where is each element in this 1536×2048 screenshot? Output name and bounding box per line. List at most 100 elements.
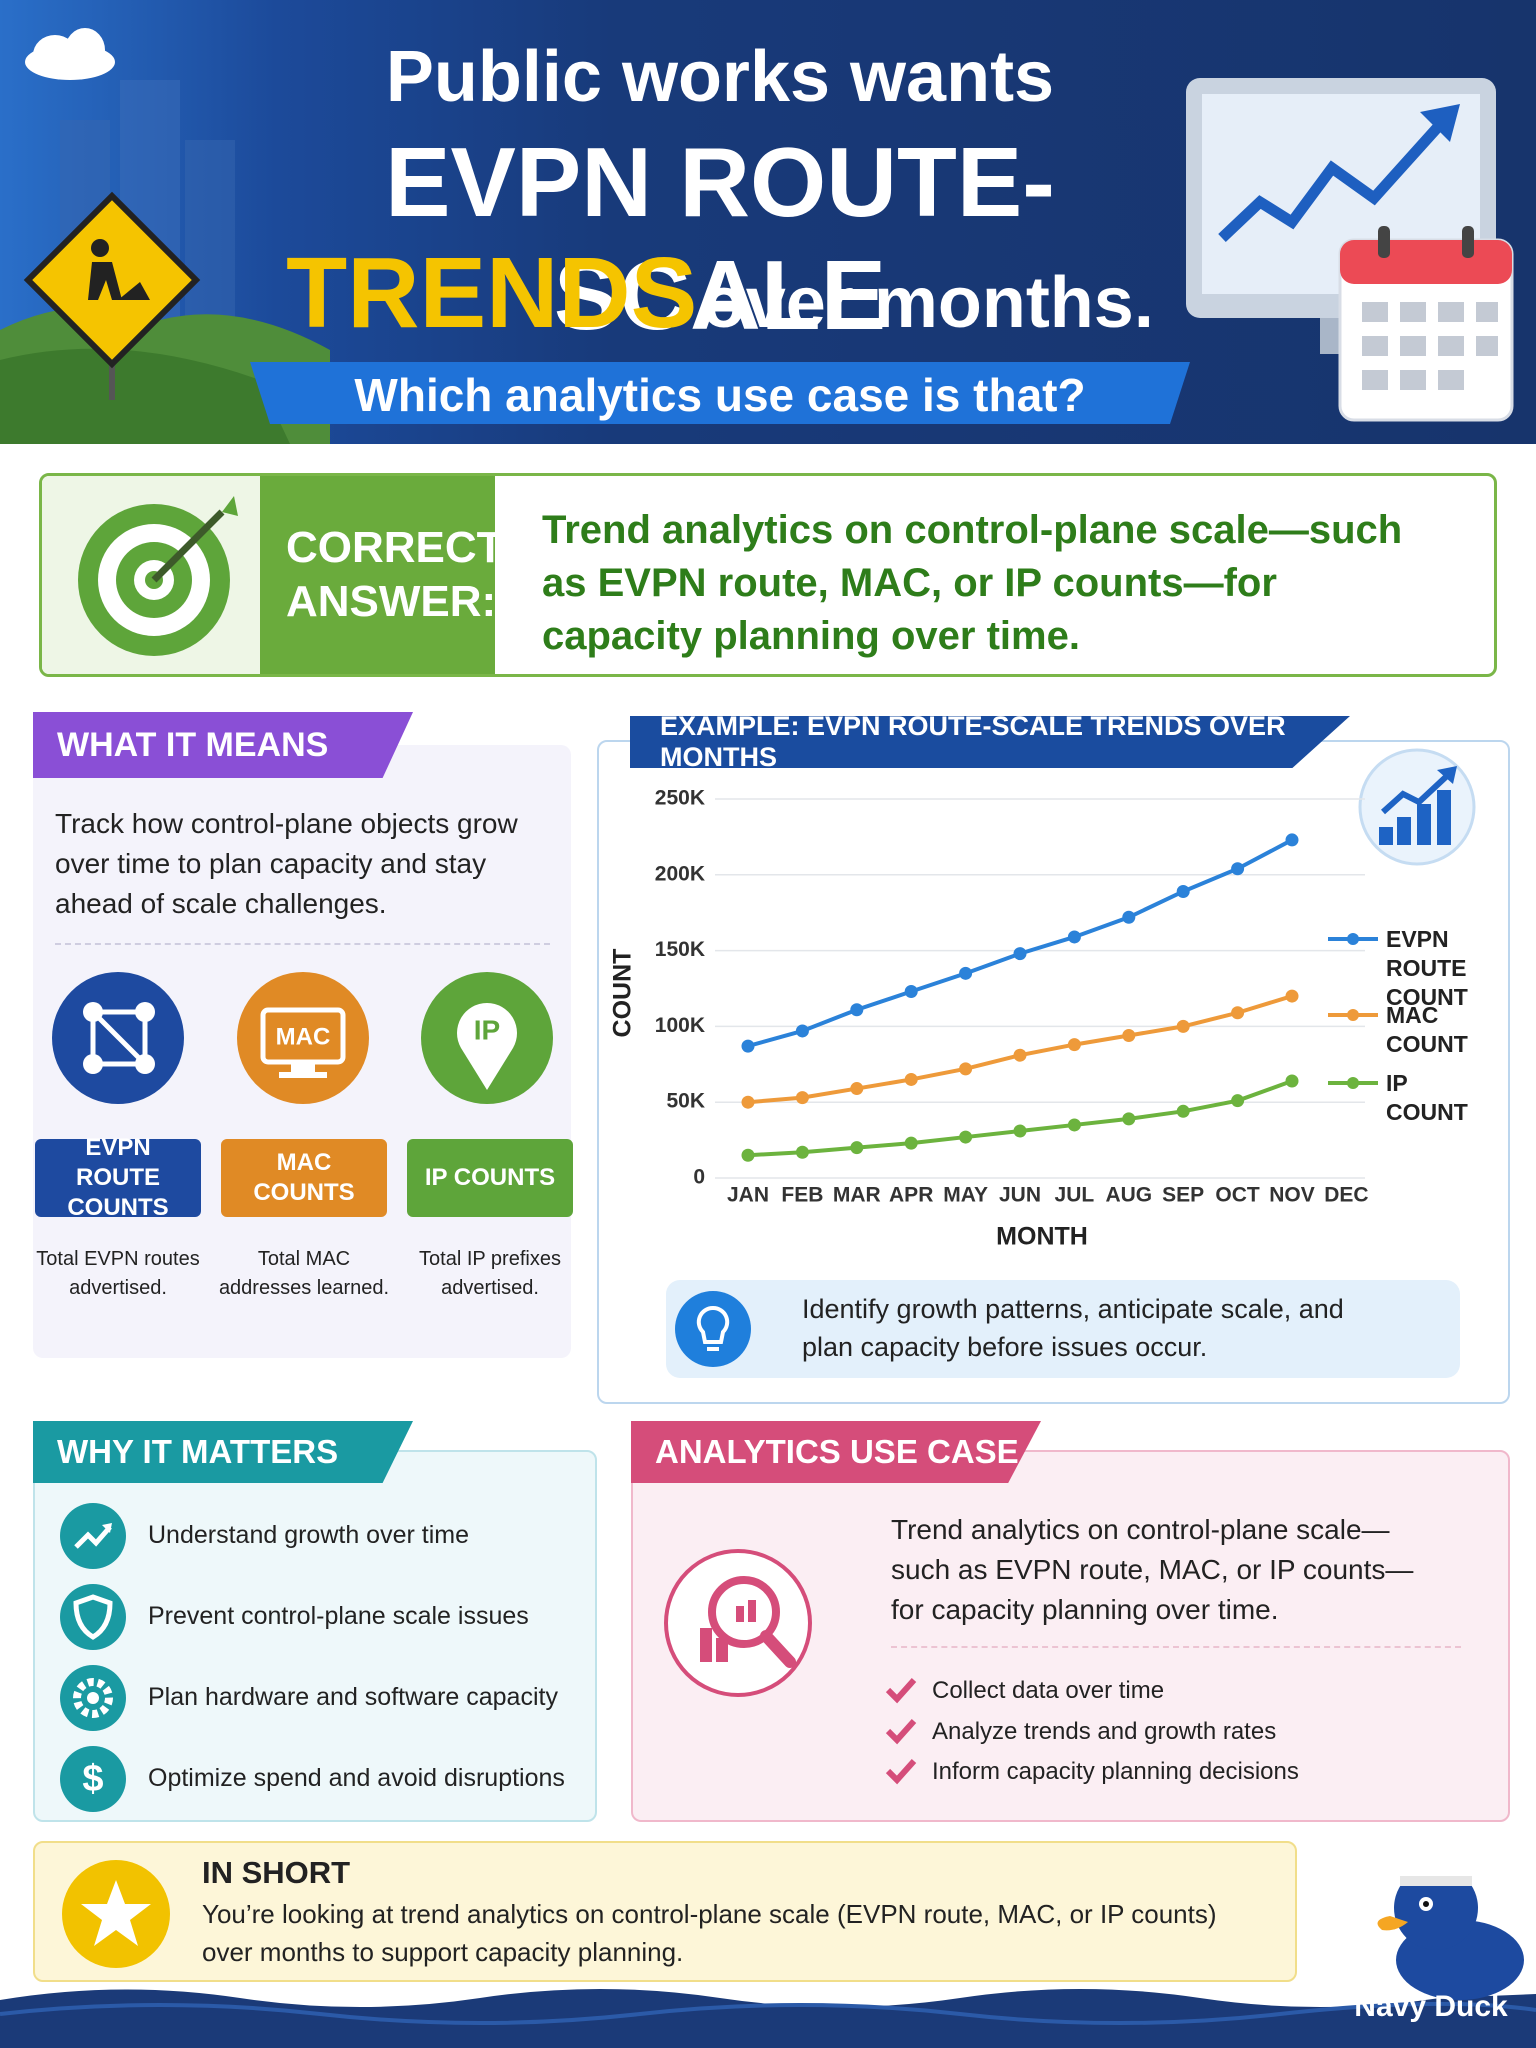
answer-label: CORRECT ANSWER: — [260, 476, 504, 674]
x-tick-label: FEB — [781, 1184, 823, 1207]
divider — [55, 943, 550, 945]
y-axis-label: COUNT — [609, 949, 637, 1038]
why-item: Plan hardware and software capacity — [148, 1683, 558, 1711]
legend-swatch — [1328, 1077, 1378, 1089]
legend-label: MAC COUNT — [1386, 1002, 1468, 1057]
data-point — [1013, 1124, 1027, 1138]
y-tick-label: 100K — [655, 1014, 705, 1037]
why-title: WHY IT MATTERS — [33, 1421, 413, 1483]
data-point — [1122, 910, 1136, 924]
meaning-icons: MAC IP — [52, 972, 553, 1104]
data-point — [1285, 989, 1299, 1003]
target-icon — [78, 496, 238, 656]
data-point — [850, 1082, 864, 1096]
why-item: Prevent control-plane scale issues — [148, 1602, 529, 1630]
legend-swatch — [1328, 1009, 1378, 1021]
legend-marker — [1347, 1077, 1359, 1089]
data-point — [959, 1062, 973, 1076]
in-short-title: IN SHORT — [202, 1855, 351, 1890]
x-tick-label: DEC — [1324, 1184, 1368, 1207]
data-point — [795, 1024, 809, 1038]
why-item: Understand growth over time — [148, 1521, 469, 1549]
x-tick-label: NOV — [1269, 1184, 1315, 1207]
data-point — [741, 1095, 755, 1109]
check-item: Collect data over time — [932, 1677, 1165, 1704]
data-point — [1013, 947, 1027, 961]
chart: COUNT MONTH 0 50K 100K 150K 200K 250K JAN FEB MA… — [609, 748, 1476, 1378]
item-label: MAC COUNTS — [221, 1139, 387, 1217]
divider — [891, 1646, 1461, 1648]
item-label: EVPN ROUTE COUNTS — [35, 1134, 201, 1221]
item-desc: Total IP prefixes advertised. — [419, 1248, 561, 1299]
data-point — [1285, 1074, 1299, 1088]
x-tick-label: JAN — [727, 1184, 769, 1207]
y-tick-label: 50K — [666, 1090, 705, 1113]
icon-text: MAC — [276, 1023, 331, 1050]
data-point — [1013, 1048, 1027, 1062]
why-icons: $ — [60, 1503, 126, 1812]
legend-label: EVPN ROUTE COUNT — [1386, 926, 1468, 1010]
data-point — [1231, 1094, 1245, 1108]
duck-mascot — [1377, 1860, 1524, 2000]
meaning-title: WHAT IT MEANS — [33, 712, 413, 778]
svg-text:$: $ — [82, 1758, 103, 1800]
data-point — [1176, 1019, 1190, 1033]
series-line — [747, 838, 1293, 1049]
data-point — [1231, 1006, 1245, 1020]
data-point — [741, 1148, 755, 1162]
title-end: over months. — [701, 263, 1154, 343]
data-point — [850, 1003, 864, 1017]
data-point — [904, 985, 918, 999]
why-item: Optimize spend and avoid disruptions — [148, 1764, 565, 1792]
data-point — [1285, 833, 1299, 847]
check-item: Analyze trends and growth rates — [932, 1718, 1277, 1745]
x-tick-label: JUL — [1055, 1184, 1095, 1207]
header-art — [0, 28, 1514, 444]
y-tick-label: 250K — [655, 787, 705, 810]
data-point — [795, 1145, 809, 1159]
x-tick-label: APR — [889, 1184, 933, 1207]
use-case-title: ANALYTICS USE CASE — [631, 1421, 1041, 1483]
data-point — [959, 966, 973, 980]
item-label: IP COUNTS — [407, 1139, 573, 1217]
data-point — [904, 1072, 918, 1086]
chart-note: Identify growth patterns, anticipate sca… — [802, 1294, 1344, 1362]
why-panel — [33, 1450, 597, 1822]
data-point — [1067, 1038, 1081, 1052]
y-tick-label: 150K — [655, 938, 705, 961]
answer-box: CORRECT ANSWER: Trend analytics on contr… — [39, 473, 1497, 677]
legend-marker — [1347, 1009, 1359, 1021]
check-item: Inform capacity planning decisions — [932, 1758, 1299, 1785]
answer-icon-area — [42, 476, 260, 674]
data-point — [959, 1130, 973, 1144]
data-point — [1231, 862, 1245, 876]
x-tick-label: JUN — [999, 1184, 1041, 1207]
data-point — [1122, 1028, 1136, 1042]
chart-title: EXAMPLE: EVPN ROUTE-SCALE TRENDS OVER MO… — [630, 716, 1350, 768]
x-tick-label: MAY — [943, 1184, 988, 1207]
data-point — [1176, 884, 1190, 898]
data-point — [1067, 930, 1081, 944]
x-tick-label: AUG — [1105, 1184, 1152, 1207]
data-point — [741, 1039, 755, 1053]
data-point — [1122, 1112, 1136, 1126]
answer-text: Trend analytics on control-plane scale—s… — [542, 508, 1403, 658]
legend-marker — [1347, 933, 1359, 945]
in-short-text: You’re looking at trend analytics on con… — [202, 1899, 1217, 1967]
chart-area: COUNT MONTH 0 50K 100K 150K 200K 250K JAN FEB MA… — [597, 712, 1510, 1404]
subtitle: Which analytics use case is that? — [354, 369, 1086, 421]
use-case-text: Trend analytics on control-plane scale—s… — [891, 1514, 1414, 1625]
header: Public works wants EVPN ROUTE-SCALE TREN… — [0, 0, 1536, 444]
legend-swatch — [1328, 933, 1378, 945]
y-tick-label: 200K — [655, 862, 705, 885]
icon-text: IP — [474, 1014, 500, 1045]
title-line: Public works wants — [385, 37, 1055, 117]
data-point — [1067, 1118, 1081, 1132]
in-short-panel — [33, 1841, 1297, 1982]
x-axis-label: MONTH — [996, 1223, 1088, 1251]
star-icon — [62, 1860, 170, 1968]
footer-wave — [0, 1989, 1536, 2048]
meaning-text: Track how control-plane objects grow ove… — [55, 808, 518, 919]
x-tick-label: MAR — [833, 1184, 881, 1207]
